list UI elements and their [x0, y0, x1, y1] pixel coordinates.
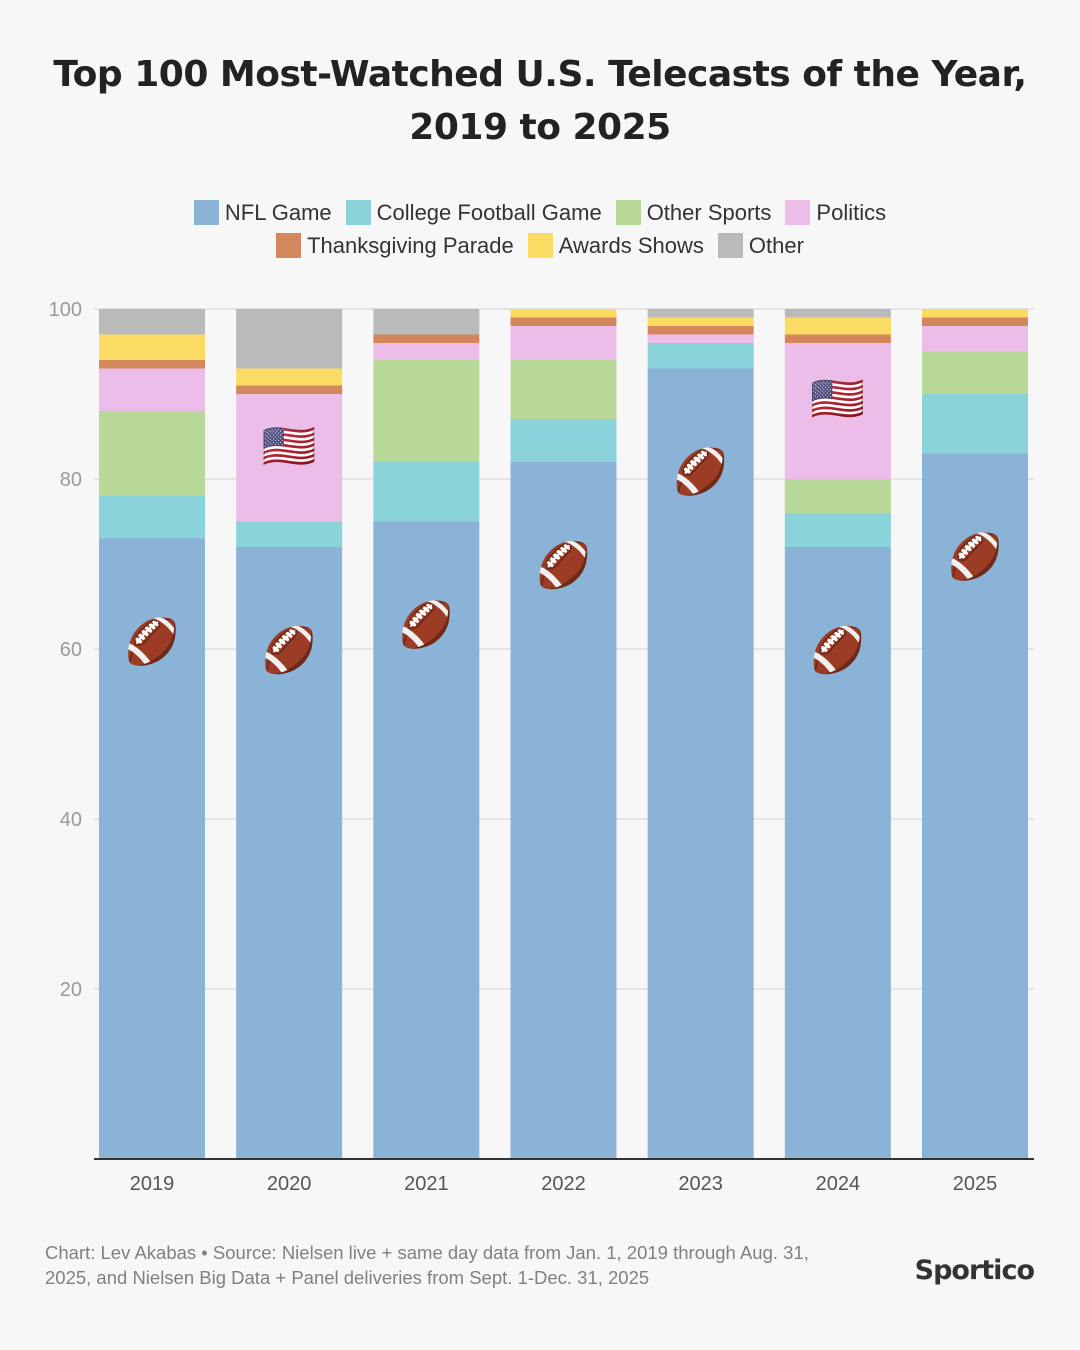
bar-segment-thanksgiving-parade	[236, 385, 343, 394]
legend-row-2: Thanksgiving Parade Awards Shows Other	[0, 229, 1080, 262]
bar-segment-awards-shows	[510, 309, 617, 318]
bar-segment-awards-shows	[236, 368, 343, 386]
bar-segment-other-sports	[373, 360, 480, 462]
source-note: Chart: Lev Akabas • Source: Nielsen live…	[45, 1240, 905, 1290]
bar-segment-politics	[99, 368, 205, 411]
source-line-1: Chart: Lev Akabas • Source: Nielsen live…	[45, 1242, 809, 1263]
bar-segment-other	[99, 309, 205, 335]
x-tick-label: 2022	[541, 1173, 586, 1195]
bar-segment-awards-shows	[99, 334, 205, 360]
legend-item-college-football: College Football Game	[345, 199, 602, 226]
x-tick-label: 2025	[953, 1173, 998, 1195]
bar-segment-thanksgiving-parade	[373, 334, 480, 343]
chart-title: Top 100 Most-Watched U.S. Telecasts of t…	[0, 48, 1080, 154]
bar-segment-politics	[510, 326, 617, 360]
bar-segment-nfl-game	[373, 521, 480, 1159]
legend-swatch	[527, 233, 553, 258]
y-tick-label: 80	[60, 469, 82, 491]
legend-swatch	[615, 200, 641, 225]
legend-label: Other Sports	[646, 199, 772, 225]
legend-item-other: Other	[717, 232, 804, 259]
american-football-icon: 🏈	[399, 600, 454, 651]
legend-swatch	[717, 233, 743, 258]
bar-segment-other-sports	[99, 411, 205, 496]
bar-segment-other	[784, 309, 891, 318]
legend-label: Politics	[816, 199, 887, 225]
y-tick-label: 40	[60, 809, 82, 831]
bar-segment-other-sports	[922, 351, 1028, 394]
legend-item-politics: Politics	[785, 200, 886, 226]
bar-segment-other	[236, 309, 343, 369]
legend-label: Thanksgiving Parade	[307, 232, 514, 258]
x-tick-label: 2020	[267, 1173, 312, 1195]
legend-swatch	[345, 200, 371, 225]
bar-segment-other-sports	[784, 479, 891, 513]
bar-segment-college-football-game	[373, 462, 480, 522]
bar-segment-college-football-game	[236, 521, 343, 547]
bar-segment-college-football-game	[99, 496, 205, 539]
bar-segment-politics	[373, 343, 480, 360]
bar-segment-politics	[236, 394, 343, 522]
x-tick-label: 2023	[678, 1173, 723, 1195]
legend-label: Other	[748, 232, 804, 258]
legend: NFL Game College Football Game Other Spo…	[0, 196, 1080, 262]
bar-segment-college-football-game	[922, 394, 1028, 454]
bar-segment-politics	[784, 343, 891, 479]
us-flag-icon: 🇺🇸	[262, 422, 317, 471]
legend-item-other-sports: Other Sports	[615, 199, 772, 226]
legend-item-nfl-game: NFL Game	[193, 199, 332, 226]
bar-segment-thanksgiving-parade	[922, 317, 1028, 326]
bar-segment-politics	[922, 326, 1028, 352]
y-tick-label: 60	[60, 639, 82, 661]
legend-item-awards-shows: Awards Shows	[527, 232, 704, 259]
bar-segment-thanksgiving-parade	[510, 317, 617, 326]
american-football-icon: 🏈	[810, 625, 865, 676]
legend-swatch	[785, 200, 811, 225]
y-tick-label: 100	[49, 299, 82, 321]
bar-segment-college-football-game	[784, 513, 891, 547]
brand-logo: Sportico	[914, 1255, 1035, 1286]
source-line-2: 2025, and Nielsen Big Data + Panel deliv…	[45, 1267, 650, 1288]
legend-row-1: NFL Game College Football Game Other Spo…	[0, 196, 1080, 229]
bar-segment-college-football-game	[510, 419, 617, 462]
american-football-icon: 🏈	[948, 532, 1003, 583]
bar-segment-college-football-game	[647, 343, 754, 369]
title-line-1: Top 100 Most-Watched U.S. Telecasts of t…	[53, 54, 1027, 95]
bar-segment-thanksgiving-parade	[99, 360, 205, 369]
y-tick-label: 20	[60, 979, 82, 1001]
bar-segment-nfl-game	[647, 368, 754, 1159]
american-football-icon: 🏈	[673, 447, 728, 498]
bar-segment-other	[373, 309, 480, 335]
bar-segment-politics	[647, 334, 754, 343]
title-line-2: 2019 to 2025	[409, 107, 671, 148]
legend-label: NFL Game	[224, 199, 332, 225]
bar-segment-nfl-game	[510, 462, 617, 1159]
legend-label: Awards Shows	[558, 232, 704, 258]
legend-swatch	[193, 200, 219, 225]
bar-segment-other	[647, 309, 754, 318]
american-football-icon: 🏈	[125, 617, 180, 668]
american-football-icon: 🏈	[536, 540, 591, 591]
x-tick-label: 2021	[404, 1173, 449, 1195]
bar-segment-nfl-game	[99, 538, 205, 1159]
american-football-icon: 🏈	[262, 625, 317, 676]
bar-segment-nfl-game	[922, 453, 1028, 1159]
bar-segment-nfl-game	[236, 547, 343, 1159]
bar-segment-thanksgiving-parade	[647, 326, 754, 335]
legend-label: College Football Game	[376, 199, 602, 225]
x-tick-label: 2019	[130, 1173, 175, 1195]
stacked-bar-chart: 20 40 60 80 100 2019 2020 2021 2022 2023 2024 2025 🏈…	[49, 299, 1034, 1195]
legend-item-thanksgiving-parade: Thanksgiving Parade	[276, 233, 514, 259]
bar-segment-awards-shows	[784, 317, 891, 335]
bar-segment-thanksgiving-parade	[784, 334, 891, 343]
x-tick-label: 2024	[816, 1173, 861, 1195]
legend-swatch	[276, 233, 302, 258]
bar-segment-other-sports	[510, 360, 617, 420]
bar-segment-nfl-game	[784, 547, 891, 1159]
bar-segment-awards-shows	[922, 309, 1028, 318]
us-flag-icon: 🇺🇸	[810, 374, 865, 423]
bar-segment-awards-shows	[647, 317, 754, 326]
